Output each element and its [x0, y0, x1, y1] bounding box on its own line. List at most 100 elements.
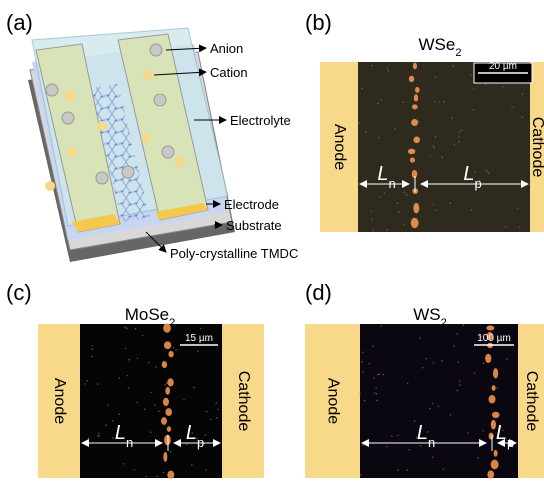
device-diagram — [28, 28, 235, 262]
grain-boundary-spot — [164, 435, 171, 446]
noise-dot — [193, 387, 195, 389]
noise-dot — [435, 77, 437, 79]
panel-label: (a) — [6, 10, 33, 35]
noise-dot — [438, 405, 440, 407]
noise-dot — [372, 345, 374, 347]
label-sub: n — [388, 176, 395, 191]
noise-dot — [154, 404, 156, 406]
label-main: L — [496, 422, 507, 444]
noise-dot — [394, 128, 396, 130]
noise-dot — [210, 419, 212, 421]
noise-dot — [126, 327, 128, 329]
noise-dot — [123, 463, 125, 465]
micrograph — [358, 62, 530, 232]
noise-dot — [151, 392, 153, 394]
noise-dot — [432, 403, 434, 405]
noise-dot — [374, 392, 376, 394]
noise-dot — [376, 393, 378, 395]
noise-dot — [163, 472, 165, 474]
noise-dot — [403, 224, 405, 226]
noise-dot — [379, 196, 381, 198]
noise-dot — [365, 131, 367, 133]
noise-dot — [382, 374, 384, 376]
noise-dot — [474, 171, 476, 173]
noise-dot — [158, 411, 160, 413]
grain-boundary-spot — [489, 395, 496, 403]
label-main: L — [417, 422, 428, 444]
noise-dot — [407, 383, 409, 385]
grain-boundary-spot — [163, 323, 171, 333]
noise-dot — [403, 101, 405, 103]
grain-boundary-spot — [414, 94, 418, 101]
grain-boundary-spot — [161, 417, 167, 425]
grain-boundary-spot — [493, 368, 498, 378]
figure: (a) Anion Cation Electrolyte Electrode S… — [0, 0, 544, 486]
noise-dot — [477, 457, 479, 459]
grain-boundary-spot — [163, 452, 167, 462]
noise-dot — [456, 390, 458, 392]
noise-dot — [511, 106, 513, 108]
noise-dot — [459, 131, 461, 133]
cathode-label: Cathode — [235, 371, 252, 432]
noise-dot — [377, 374, 379, 376]
grain-boundary-spot — [492, 385, 496, 391]
noise-dot — [105, 424, 107, 426]
noise-dot — [473, 88, 475, 90]
noise-dot — [432, 457, 434, 459]
label-main: MoSe — [125, 305, 169, 324]
noise-dot — [459, 384, 461, 386]
noise-dot — [453, 345, 455, 347]
noise-dot — [362, 351, 364, 353]
anode-label: Anode — [51, 378, 68, 424]
noise-dot — [419, 337, 421, 339]
noise-dot — [135, 328, 137, 330]
noise-dot — [91, 356, 93, 358]
noise-dot — [200, 328, 202, 330]
noise-dot — [361, 361, 363, 363]
grain-boundary-spot — [413, 137, 420, 144]
label-main: L — [377, 163, 388, 185]
noise-dot — [371, 65, 373, 67]
noise-dot — [361, 87, 363, 89]
page: {"panel_a": {"label": "(a)", "callouts":… — [0, 0, 544, 486]
noise-dot — [376, 400, 378, 402]
noise-dot — [387, 229, 389, 231]
scale-bar-label: 15 µm — [185, 333, 213, 344]
grain-boundary-spot — [492, 412, 500, 418]
grain-boundary-spot — [408, 149, 416, 154]
noise-dot — [118, 413, 120, 415]
label-sub: p — [197, 435, 204, 450]
noise-dot — [429, 408, 431, 410]
noise-dot — [175, 349, 177, 351]
noise-dot — [451, 117, 453, 119]
noise-dot — [378, 373, 380, 375]
grain-boundary-spot — [413, 203, 419, 213]
noise-dot — [128, 387, 130, 389]
panel-label: (c) — [6, 280, 32, 305]
noise-dot — [450, 202, 452, 204]
noise-dot — [473, 109, 475, 111]
noise-dot — [381, 99, 383, 101]
noise-dot — [441, 360, 443, 362]
grain-boundary-spot — [494, 450, 498, 457]
noise-dot — [459, 380, 461, 382]
noise-dot — [467, 432, 469, 434]
noise-dot — [373, 230, 375, 232]
noise-dot — [485, 84, 487, 86]
noise-dot — [362, 371, 364, 373]
grain-boundary-spot — [413, 63, 417, 70]
grain-boundary-spot — [486, 325, 494, 330]
noise-dot — [474, 372, 476, 374]
grain-boundary-spot — [168, 351, 173, 357]
noise-dot — [496, 387, 498, 389]
label-sub: 2 — [455, 47, 461, 59]
grain-boundary-spot — [167, 471, 174, 479]
noise-dot — [386, 68, 388, 70]
noise-dot — [124, 327, 126, 329]
label-main: WS — [413, 305, 440, 324]
noise-dot — [483, 363, 485, 365]
anode-label: Anode — [331, 124, 348, 170]
label-main: WSe — [419, 35, 456, 54]
noise-dot — [414, 420, 416, 422]
label-sub: n — [428, 435, 435, 450]
